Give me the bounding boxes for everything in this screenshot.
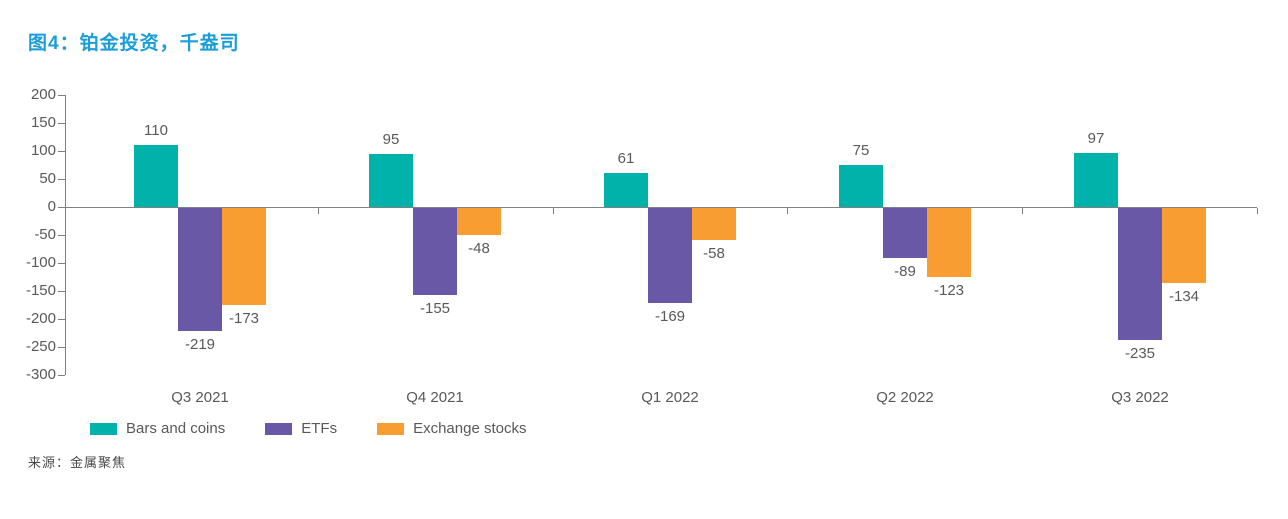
x-axis-category-label: Q3 2021	[171, 389, 229, 406]
bar	[457, 208, 501, 235]
x-axis-boundary-tick	[1022, 208, 1023, 214]
bar-value-label: -219	[184, 336, 216, 353]
bar	[178, 208, 222, 331]
y-axis-tick	[58, 235, 65, 236]
x-axis-category-label: Q4 2021	[406, 389, 464, 406]
legend-label: Bars and coins	[126, 420, 226, 437]
y-axis-tick	[58, 291, 65, 292]
bar	[1074, 153, 1118, 207]
bar-value-label: -123	[933, 282, 965, 299]
legend-label: ETFs	[301, 420, 338, 437]
bar	[369, 154, 413, 207]
y-axis-tick	[58, 347, 65, 348]
bar-value-label: 110	[144, 122, 168, 139]
bar	[1162, 208, 1206, 283]
bar	[883, 208, 927, 258]
bar	[222, 208, 266, 305]
chart-legend: Bars and coins ETFs Exchange stocks	[90, 420, 526, 437]
y-axis-tick	[58, 179, 65, 180]
x-axis-boundary-tick	[787, 208, 788, 214]
source-note: 来源：金属聚焦	[28, 455, 127, 470]
bar-value-label: -58	[703, 245, 725, 262]
bar-value-label: -48	[468, 240, 490, 257]
legend-swatch-icon	[265, 422, 293, 435]
bar-value-label: -173	[228, 310, 260, 327]
y-axis-tick-label: -50	[34, 226, 56, 243]
bar-value-label: -169	[654, 308, 686, 325]
x-axis-line	[65, 207, 1257, 208]
x-axis-category-label: Q3 2022	[1111, 389, 1169, 406]
x-axis-boundary-tick	[553, 208, 554, 214]
bar-value-label: 95	[382, 131, 400, 148]
y-axis-tick-label: -150	[25, 282, 56, 299]
y-axis-tick-label: 0	[47, 198, 56, 215]
chart-title: 图4：铂金投资，千盎司	[28, 33, 240, 54]
bar	[839, 165, 883, 207]
legend-label: Exchange stocks	[413, 420, 527, 437]
bar-value-label: 75	[852, 142, 870, 159]
y-axis-tick-label: -200	[25, 310, 56, 327]
y-axis-tick-label: -100	[25, 254, 56, 271]
bar	[604, 173, 648, 207]
bar	[134, 145, 178, 207]
legend-item: Bars and coins	[90, 420, 225, 437]
bar-value-label: -134	[1168, 288, 1200, 305]
y-axis-tick	[58, 123, 65, 124]
y-axis-tick-label: 50	[39, 170, 56, 187]
y-axis-tick-label: 200	[30, 86, 56, 103]
y-axis-tick-label: -300	[25, 366, 56, 383]
y-axis-tick-label: 150	[30, 114, 56, 131]
bar-value-label: 61	[617, 150, 635, 167]
bar	[1118, 208, 1162, 340]
bar	[413, 208, 457, 295]
bar-value-label: -235	[1124, 345, 1156, 362]
y-axis-tick-label: -250	[25, 338, 56, 355]
bar-value-label: -89	[894, 263, 916, 280]
bar-value-label: 97	[1087, 130, 1105, 147]
legend-item: ETFs	[265, 420, 337, 437]
y-axis-tick	[58, 151, 65, 152]
x-axis-boundary-tick	[318, 208, 319, 214]
legend-swatch-icon	[377, 422, 405, 435]
x-axis-category-label: Q2 2022	[876, 389, 934, 406]
y-axis-tick-label: 100	[30, 142, 56, 159]
y-axis-tick	[58, 375, 65, 376]
bar	[692, 208, 736, 240]
y-axis-tick	[58, 263, 65, 264]
x-axis-boundary-tick	[1257, 208, 1258, 214]
y-axis-tick	[58, 207, 65, 208]
legend-swatch-icon	[90, 422, 117, 435]
y-axis-tick	[58, 95, 65, 96]
y-axis-tick	[58, 319, 65, 320]
legend-item: Exchange stocks	[377, 420, 526, 437]
bar	[927, 208, 971, 277]
bar-value-label: -155	[419, 300, 451, 317]
y-axis-line	[65, 95, 66, 375]
x-axis-category-label: Q1 2022	[641, 389, 699, 406]
bar	[648, 208, 692, 303]
